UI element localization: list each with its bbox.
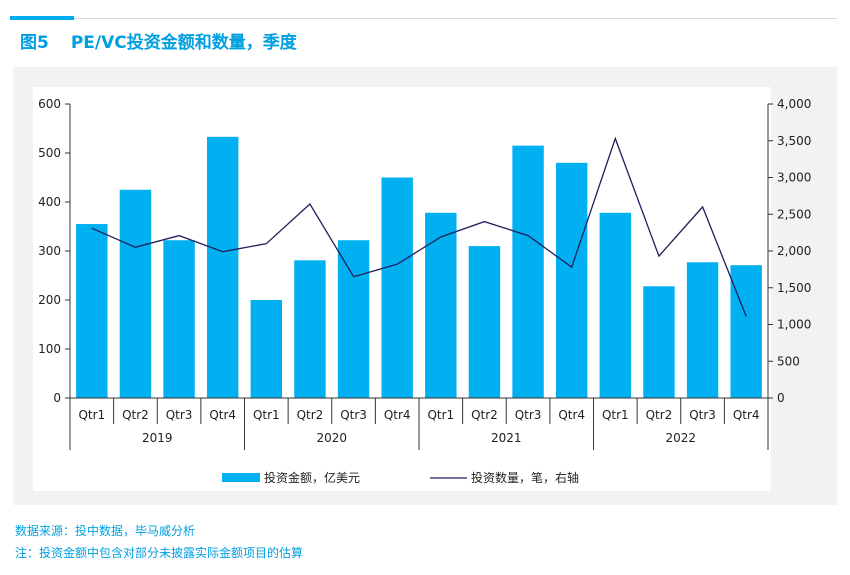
- category-label: Qtr1: [427, 408, 454, 422]
- year-label: 2020: [316, 431, 347, 445]
- right-tick-label: 0: [777, 391, 785, 405]
- bar-5: [250, 300, 283, 398]
- left-tick-label: 600: [38, 97, 61, 111]
- bar-13: [599, 212, 632, 398]
- category-label: Qtr2: [646, 408, 673, 422]
- category-label: Qtr4: [209, 408, 236, 422]
- left-tick-label: 400: [38, 195, 61, 209]
- year-label: 2022: [665, 431, 696, 445]
- category-label: Qtr4: [384, 408, 411, 422]
- category-label: Qtr3: [515, 408, 542, 422]
- bar-10: [468, 246, 501, 398]
- title-accent-bar: [10, 16, 74, 20]
- left-tick-label: 200: [38, 293, 61, 307]
- right-tick-label: 3,000: [777, 171, 811, 185]
- category-label: Qtr2: [471, 408, 498, 422]
- bar-9: [425, 212, 457, 398]
- bar-1: [76, 224, 108, 398]
- bar-12: [555, 162, 588, 398]
- footnote: 注：投资金额中包含对部分未披露实际金额项目的估算: [15, 546, 304, 560]
- year-label: 2021: [491, 431, 522, 445]
- year-label: 2019: [142, 431, 173, 445]
- bar-3: [163, 240, 195, 398]
- left-tick-label: 0: [53, 391, 61, 405]
- figure-number: 图5: [20, 33, 49, 53]
- right-tick-label: 1,000: [777, 318, 811, 332]
- category-label: Qtr2: [122, 408, 149, 422]
- chart-panel: 0 100 200 300 400 500 600 0 500 1,000 1,500 2,000 2,…: [13, 67, 837, 505]
- category-label: Qtr2: [297, 408, 324, 422]
- bar-16: [730, 265, 762, 398]
- category-label: Qtr3: [689, 408, 716, 422]
- bar-4: [206, 136, 239, 398]
- category-label: Qtr1: [253, 408, 280, 422]
- right-tick-label: 500: [777, 354, 800, 368]
- count-series-line: [91, 136, 747, 317]
- right-tick-label: 2,500: [777, 207, 811, 221]
- category-label: Qtr1: [602, 408, 629, 422]
- legend-bar-label: 投资金额，亿美元: [264, 470, 360, 485]
- bar-6: [294, 260, 326, 398]
- category-label: Qtr3: [340, 408, 367, 422]
- legend-bar-swatch: [222, 473, 260, 482]
- source-note: 数据来源：投中数据，毕马威分析: [15, 524, 196, 538]
- bar-15: [686, 262, 719, 398]
- right-tick-label: 1,500: [777, 281, 811, 295]
- right-tick-label: 3,500: [777, 134, 811, 148]
- combo-chart: 0 100 200 300 400 500 600 0 500 1,000 1,500 2,000 2,…: [33, 87, 811, 491]
- left-tick-label: 100: [38, 342, 61, 356]
- left-tick-label: 500: [38, 146, 61, 160]
- figure-title-text: PE/VC投资金额和数量，季度: [70, 33, 297, 53]
- bar-14: [643, 286, 675, 398]
- category-label: Qtr4: [733, 408, 760, 422]
- right-tick-label: 2,000: [777, 244, 811, 258]
- category-label: Qtr1: [78, 408, 105, 422]
- legend-line-label: 投资数量，笔，右轴: [471, 470, 579, 485]
- left-tick-label: 300: [38, 244, 61, 258]
- bar-8: [381, 177, 413, 398]
- category-label: Qtr4: [558, 408, 585, 422]
- title-rule: [74, 18, 837, 19]
- figure-title: 图5 PE/VC投资金额和数量，季度: [20, 28, 297, 53]
- bar-2: [119, 189, 152, 398]
- category-label: Qtr3: [166, 408, 193, 422]
- bar-11: [512, 145, 544, 398]
- right-tick-label: 4,000: [777, 97, 811, 111]
- bar-7: [337, 240, 370, 398]
